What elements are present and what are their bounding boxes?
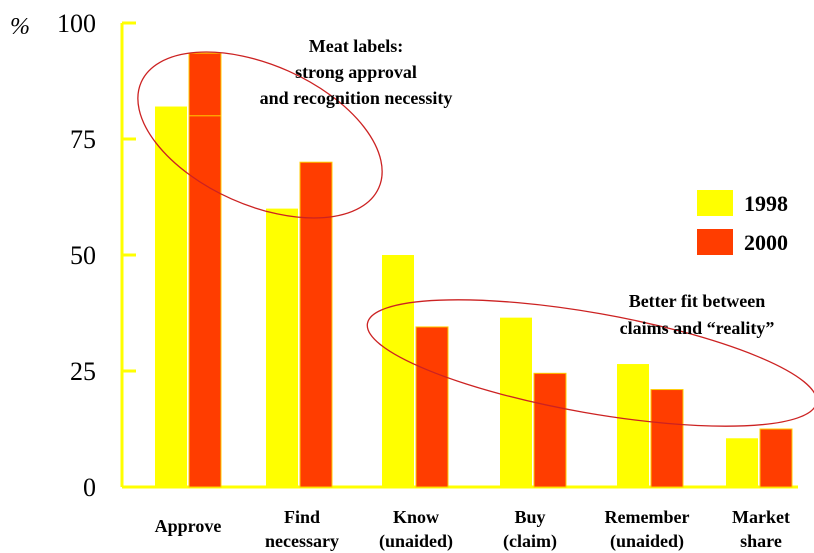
category-label: Find bbox=[284, 507, 320, 527]
bar-1998 bbox=[266, 208, 298, 487]
y-tick-label: 75 bbox=[70, 125, 96, 154]
legend-swatch-1998 bbox=[697, 190, 733, 216]
category-label: (unaided) bbox=[379, 531, 453, 552]
legend-label: 2000 bbox=[744, 230, 788, 255]
annotation-ellipse-1 bbox=[137, 51, 383, 219]
bar-2000 bbox=[188, 115, 222, 488]
y-axis-label: % bbox=[10, 14, 30, 40]
annotation-text: Meat labels: bbox=[309, 36, 403, 56]
bar-1998 bbox=[617, 364, 649, 487]
y-tick-labels: 0 25 50 75 100 bbox=[57, 9, 96, 502]
legend-label: 1998 bbox=[744, 191, 788, 216]
category-label: Market bbox=[732, 507, 790, 527]
bar-2000 bbox=[759, 428, 793, 488]
y-tick-label: 0 bbox=[83, 473, 96, 502]
category-labels: Approve Find necessary Know (unaided) Buy (cla… bbox=[155, 507, 790, 552]
bar-1998 bbox=[726, 438, 758, 487]
annotation-text: Better fit between bbox=[629, 291, 766, 311]
annotation-ellipses bbox=[137, 51, 814, 427]
bar-1998 bbox=[382, 255, 414, 487]
legend: 1998 2000 bbox=[697, 190, 788, 255]
category-label: Remember bbox=[605, 507, 690, 527]
category-label: Buy bbox=[514, 507, 545, 527]
bar-1998 bbox=[155, 106, 187, 488]
annotation-text: claims and “reality” bbox=[620, 318, 775, 338]
bar-1998 bbox=[500, 317, 532, 487]
y-tick-label: 100 bbox=[57, 9, 96, 38]
annotation-text: and recognition necessity bbox=[260, 88, 453, 108]
bar-2000 bbox=[533, 372, 567, 488]
legend-swatch-2000 bbox=[697, 229, 733, 255]
annotations: Meat labels: strong approval and recogniti… bbox=[260, 36, 775, 338]
category-label: Approve bbox=[155, 516, 222, 536]
category-label: necessary bbox=[265, 531, 339, 551]
bar-2000 bbox=[415, 326, 449, 488]
bar-2000 bbox=[299, 161, 333, 488]
category-label: (claim) bbox=[503, 531, 557, 552]
bars bbox=[155, 52, 793, 488]
category-label: (unaided) bbox=[610, 531, 684, 552]
bar-2000 bbox=[650, 389, 684, 488]
category-label: Know bbox=[393, 507, 439, 527]
annotation-ellipse-2 bbox=[366, 299, 814, 427]
annotation-text: strong approval bbox=[295, 62, 417, 82]
category-label: share bbox=[740, 531, 782, 551]
axes bbox=[120, 21, 798, 489]
y-tick-label: 50 bbox=[70, 241, 96, 270]
y-tick-label: 25 bbox=[70, 357, 96, 386]
